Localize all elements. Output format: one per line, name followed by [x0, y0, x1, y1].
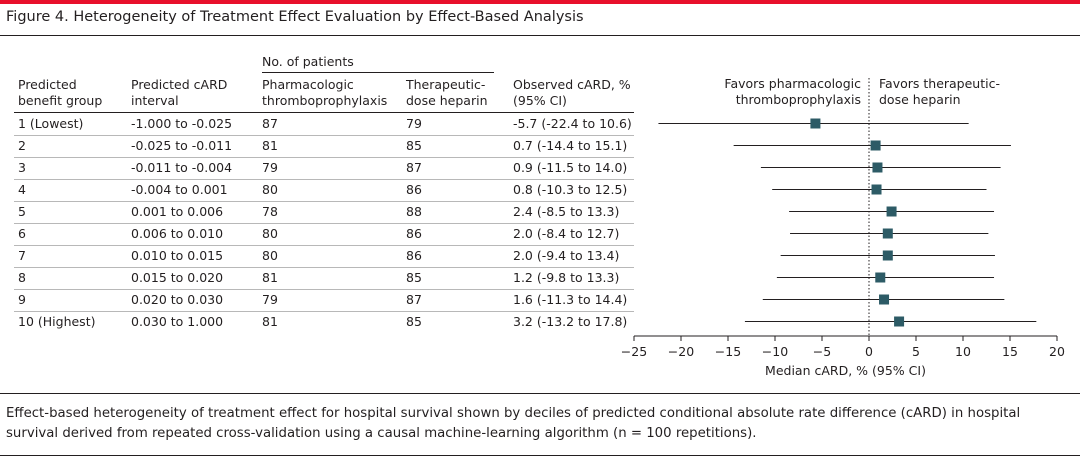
- estimate-marker: [882, 250, 893, 261]
- accent-bar: [0, 0, 1080, 4]
- cell-pharm-count: 81: [262, 138, 278, 153]
- x-tick-label: 0: [865, 344, 873, 359]
- cell-group: 8: [18, 270, 26, 285]
- row-divider: [14, 179, 634, 180]
- cell-heparin-count: 87: [406, 292, 422, 307]
- header-therapeutic-heparin: Therapeutic-dose heparin: [406, 77, 488, 108]
- favors-left-label: thromboprophylaxis: [736, 92, 861, 107]
- cell-group: 4: [18, 182, 26, 197]
- caption-rule-top: [0, 393, 1080, 394]
- cell-group: 6: [18, 226, 26, 241]
- cell-observed-card: -5.7 (-22.4 to 10.6): [513, 116, 632, 131]
- cell-pharm-count: 80: [262, 248, 278, 263]
- header-predicted-card-interval: Predicted cARD interval: [131, 77, 228, 108]
- favors-right-label: dose heparin: [879, 92, 961, 107]
- estimate-marker: [875, 272, 886, 283]
- cell-observed-card: 0.7 (-14.4 to 15.1): [513, 138, 628, 153]
- estimate-marker: [894, 316, 905, 327]
- cell-pharm-count: 80: [262, 226, 278, 241]
- cell-interval: -0.004 to 0.001: [131, 182, 228, 197]
- cell-observed-card: 2.0 (-9.4 to 13.4): [513, 248, 620, 263]
- x-tick-label: −20: [668, 344, 694, 359]
- figure-caption: Effect-based heterogeneity of treatment …: [6, 406, 1021, 441]
- x-tick-label: −10: [762, 344, 788, 359]
- header-rule: [14, 112, 634, 113]
- group-header: No. of patients: [262, 54, 354, 69]
- cell-group: 3: [18, 160, 26, 175]
- cell-heparin-count: 86: [406, 248, 422, 263]
- cell-group: 9: [18, 292, 26, 307]
- row-divider: [14, 289, 634, 290]
- cell-heparin-count: 85: [406, 314, 422, 329]
- x-tick-label: 10: [955, 344, 971, 359]
- estimate-marker: [871, 184, 882, 195]
- row-divider: [14, 157, 634, 158]
- estimate-marker: [870, 140, 881, 151]
- cell-observed-card: 2.0 (-8.4 to 12.7): [513, 226, 620, 241]
- x-tick-label: 5: [912, 344, 920, 359]
- row-divider: [14, 223, 634, 224]
- caption-rule-bottom: [0, 455, 1080, 456]
- cell-interval: 0.030 to 1.000: [131, 314, 224, 329]
- x-tick-label: −25: [621, 344, 647, 359]
- cell-heparin-count: 86: [406, 182, 422, 197]
- header-predicted-benefit-group: Predicted benefit group: [18, 77, 103, 108]
- cell-group: 10 (Highest): [18, 314, 96, 329]
- cell-group: 5: [18, 204, 26, 219]
- cell-pharm-count: 87: [262, 116, 278, 131]
- estimate-marker: [872, 162, 883, 173]
- figure-title: Figure 4. Heterogeneity of Treatment Eff…: [6, 9, 584, 25]
- estimate-marker: [886, 206, 897, 217]
- cell-observed-card: 0.8 (-10.3 to 12.5): [513, 182, 628, 197]
- x-tick-label: 20: [1049, 344, 1065, 359]
- estimate-marker: [882, 228, 893, 239]
- cell-heparin-count: 86: [406, 226, 422, 241]
- row-divider: [14, 311, 634, 312]
- cell-heparin-count: 79: [406, 116, 422, 131]
- cell-observed-card: 0.9 (-11.5 to 14.0): [513, 160, 628, 175]
- cell-pharm-count: 79: [262, 292, 278, 307]
- favors-left-label: Favors pharmacologic: [724, 76, 861, 91]
- cell-interval: 0.020 to 0.030: [131, 292, 224, 307]
- cell-interval: -0.011 to -0.004: [131, 160, 233, 175]
- cell-heparin-count: 85: [406, 138, 422, 153]
- x-tick-label: −5: [813, 344, 831, 359]
- estimate-marker: [879, 294, 890, 305]
- x-tick-label: −15: [715, 344, 741, 359]
- cell-heparin-count: 85: [406, 270, 422, 285]
- cell-observed-card: 1.6 (-11.3 to 14.4): [513, 292, 628, 307]
- cell-interval: 0.010 to 0.015: [131, 248, 224, 263]
- cell-pharm-count: 78: [262, 204, 278, 219]
- row-divider: [14, 201, 634, 202]
- cell-group: 1 (Lowest): [18, 116, 84, 131]
- cell-interval: 0.001 to 0.006: [131, 204, 224, 219]
- cell-interval: 0.006 to 0.010: [131, 226, 224, 241]
- cell-observed-card: 3.2 (-13.2 to 17.8): [513, 314, 628, 329]
- cell-interval: 0.015 to 0.020: [131, 270, 224, 285]
- x-tick-label: 15: [1002, 344, 1018, 359]
- cell-observed-card: 1.2 (-9.8 to 13.3): [513, 270, 620, 285]
- cell-heparin-count: 87: [406, 160, 422, 175]
- cell-pharm-count: 81: [262, 314, 278, 329]
- cell-pharm-count: 79: [262, 160, 278, 175]
- cell-heparin-count: 88: [406, 204, 422, 219]
- group-header-rule: [262, 72, 494, 73]
- header-pharmacologic: Pharmacologic thromboprophylaxis: [262, 77, 388, 108]
- favors-right-label: Favors therapeutic-: [879, 76, 1000, 91]
- estimate-marker: [810, 118, 821, 129]
- cell-group: 2: [18, 138, 26, 153]
- cell-interval: -1.000 to -0.025: [131, 116, 233, 131]
- row-divider: [14, 135, 634, 136]
- title-rule: [0, 35, 1080, 36]
- header-observed-card: Observed cARD, % (95% CI): [513, 77, 631, 108]
- x-axis-label: Median cARD, % (95% CI): [765, 363, 926, 378]
- cell-group: 7: [18, 248, 26, 263]
- row-divider: [14, 245, 634, 246]
- cell-pharm-count: 81: [262, 270, 278, 285]
- row-divider: [14, 267, 634, 268]
- cell-interval: -0.025 to -0.011: [131, 138, 233, 153]
- cell-observed-card: 2.4 (-8.5 to 13.3): [513, 204, 620, 219]
- cell-pharm-count: 80: [262, 182, 278, 197]
